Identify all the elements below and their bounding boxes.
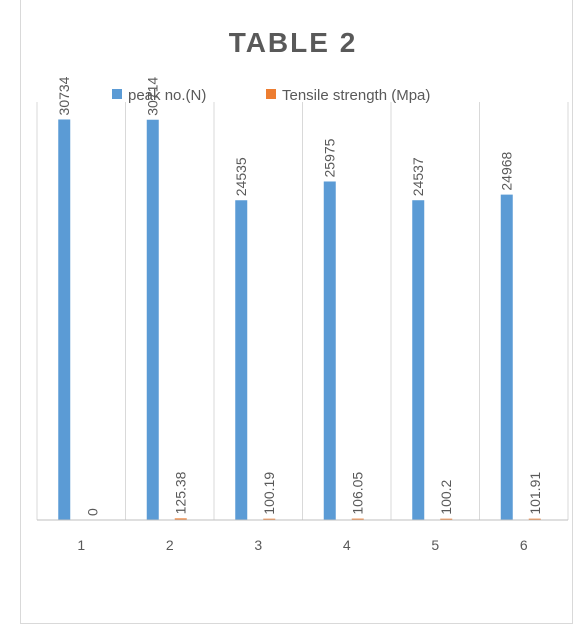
data-label-peak: 30714 xyxy=(145,77,161,116)
legend-swatch-peak xyxy=(112,89,122,99)
data-label-tensile: 101.91 xyxy=(527,472,543,515)
bar-peak xyxy=(500,194,513,520)
data-label-tensile: 100.19 xyxy=(261,472,277,515)
x-tick-label: 5 xyxy=(431,537,439,553)
gridlines xyxy=(36,102,569,520)
bar-tensile xyxy=(440,518,453,520)
data-label-peak: 25975 xyxy=(322,138,338,177)
data-label-tensile: 0 xyxy=(84,508,100,516)
legend: peak no.(N) Tensile strength (Mpa) xyxy=(112,87,430,104)
x-tick-labels: 1 2 3 4 5 6 xyxy=(77,537,528,553)
data-label-tensile: 100.2 xyxy=(438,479,454,514)
x-tick-label: 4 xyxy=(343,537,351,553)
bar-peak xyxy=(412,200,425,520)
bar-tensile xyxy=(263,518,276,520)
data-label-peak: 30734 xyxy=(56,76,72,115)
bars xyxy=(58,119,541,521)
bar-tensile xyxy=(174,518,187,520)
x-tick-label: 6 xyxy=(520,537,528,553)
chart-title: TABLE 2 xyxy=(229,27,358,58)
data-label-tensile: 106.05 xyxy=(350,472,366,515)
x-tick-label: 2 xyxy=(166,537,174,553)
legend-label-peak: peak no.(N) xyxy=(128,87,206,104)
data-labels: 30734 0 30714 125.38 24535 100.19 25975 106.05 2… xyxy=(56,76,543,516)
bar-peak xyxy=(235,200,248,521)
data-label-peak: 24535 xyxy=(233,157,249,196)
data-label-peak: 24537 xyxy=(410,157,426,196)
chart-frame xyxy=(20,0,573,624)
legend-label-tensile: Tensile strength (Mpa) xyxy=(282,87,430,104)
x-tick-label: 3 xyxy=(254,537,262,553)
data-label-tensile: 125.38 xyxy=(173,471,189,514)
legend-swatch-tensile xyxy=(266,89,276,99)
bar-tensile xyxy=(351,518,364,520)
data-label-peak: 24968 xyxy=(499,151,515,190)
bar-tensile xyxy=(528,518,541,520)
bar-peak xyxy=(58,119,71,520)
bar-peak xyxy=(323,181,336,520)
x-tick-label: 1 xyxy=(77,537,85,553)
bar-peak xyxy=(146,119,159,520)
